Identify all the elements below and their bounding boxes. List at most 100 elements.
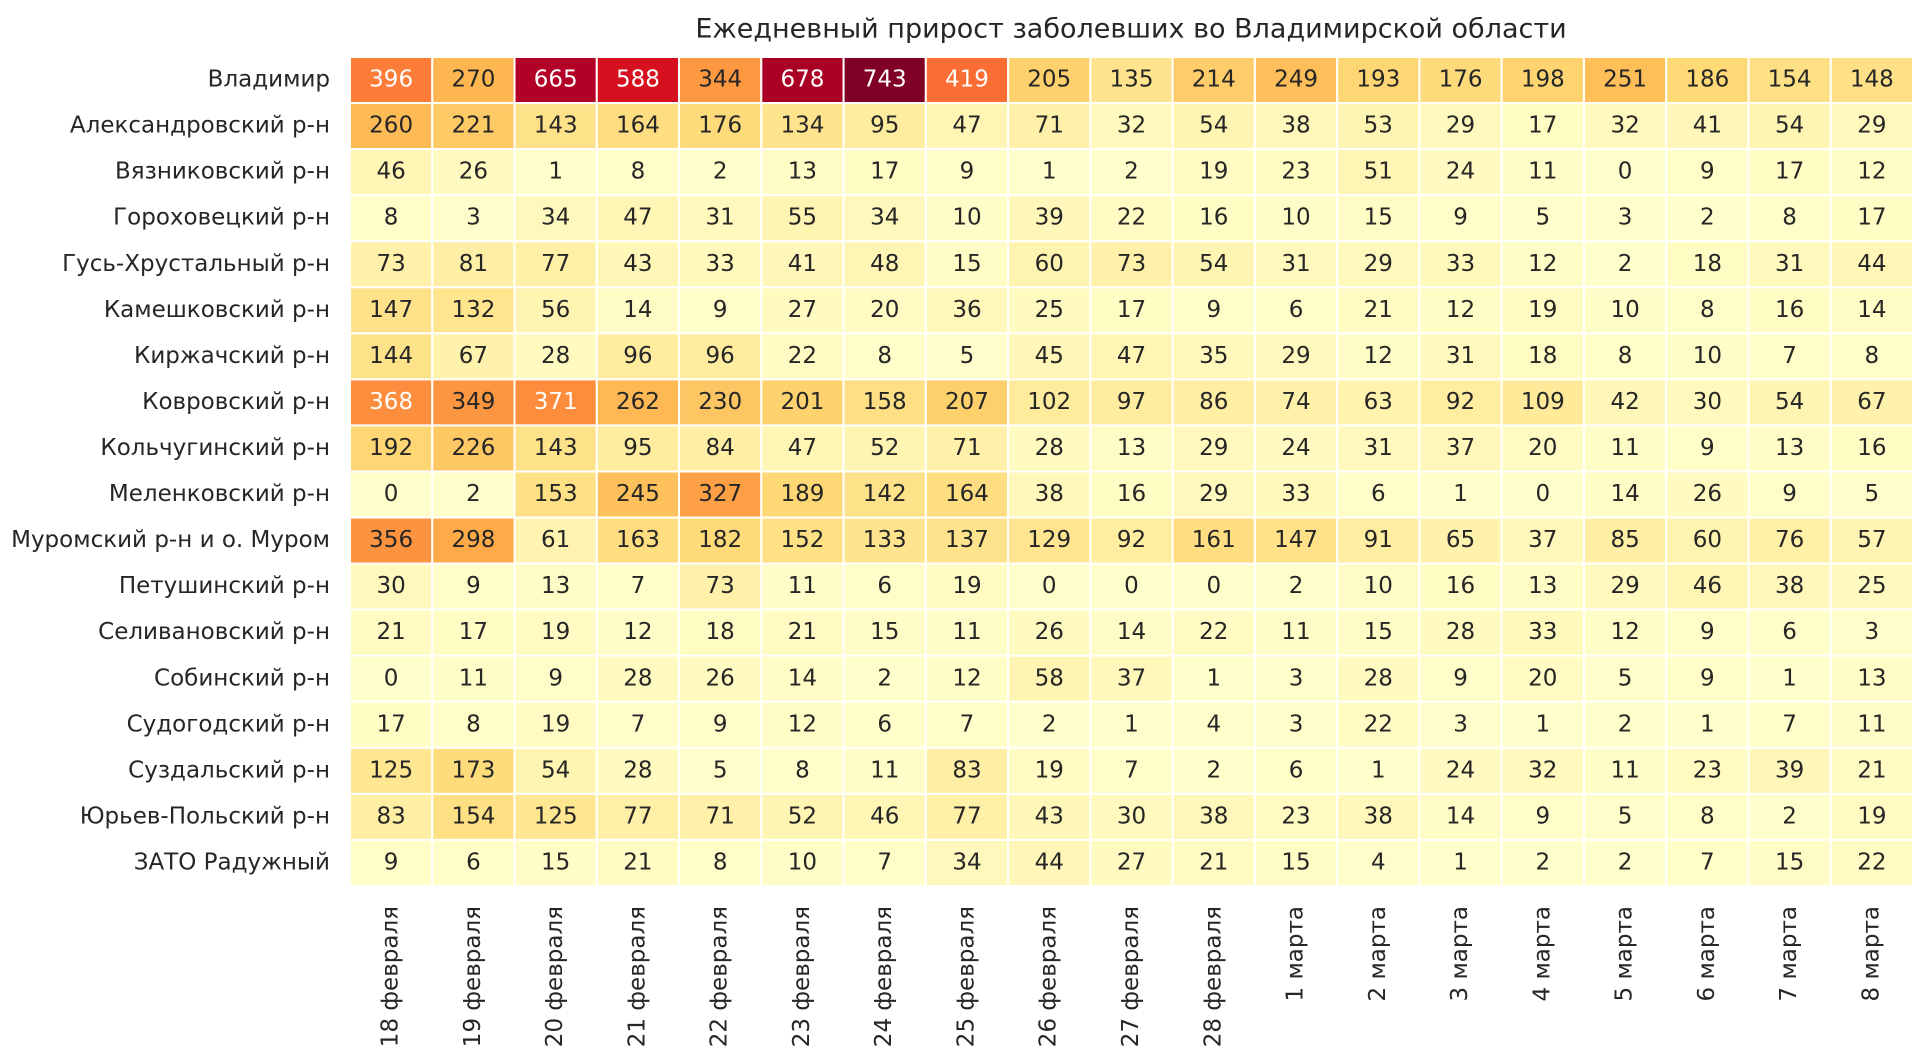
cell-label: 47 (1117, 343, 1146, 369)
heatmap-cell (1500, 378, 1585, 427)
cell-label: 245 (616, 481, 660, 507)
cell-label: 8 (631, 159, 646, 185)
cell-label: 38 (1035, 481, 1064, 507)
cell-label: 44 (1035, 849, 1064, 875)
heatmap-cell (924, 102, 1010, 151)
heatmap-cell (678, 562, 763, 611)
cell-label: 14 (1857, 297, 1886, 323)
cell-label: 71 (952, 435, 981, 461)
cell-label: 14 (788, 665, 817, 691)
heatmap-cell (431, 608, 516, 657)
cell-label: 7 (877, 849, 892, 875)
heatmap-cell (1253, 792, 1339, 841)
cell-label: 2 (1289, 573, 1304, 599)
cell-label: 368 (369, 389, 413, 415)
heatmap-cell (1336, 562, 1421, 611)
cell-label: 23 (1693, 757, 1722, 783)
cell-label: 16 (1199, 205, 1228, 231)
cell-label: 147 (369, 297, 413, 323)
y-tick-label: Киржачский р-н (134, 343, 330, 369)
heatmap-cell (1665, 286, 1750, 335)
heatmap-cell (1829, 516, 1914, 565)
heatmap-cell (1089, 838, 1174, 888)
cell-label: 32 (1528, 757, 1557, 783)
cell-label: 4 (1206, 711, 1221, 737)
cell-label: 163 (616, 527, 660, 553)
heatmap-cell (924, 148, 1010, 197)
cell-label: 2 (1206, 757, 1221, 783)
heatmap-cell (1747, 700, 1832, 749)
heatmap-cell (513, 654, 598, 703)
heatmap-cell (1253, 148, 1339, 197)
cell-label: 2 (1618, 251, 1633, 277)
y-tick-label: Юрьев-Польский р-н (80, 803, 330, 829)
cell-label: 65 (1446, 527, 1475, 553)
cell-label: 30 (376, 573, 405, 599)
heatmap-cell (595, 286, 681, 335)
cell-label: 15 (870, 619, 899, 645)
cell-label: 9 (1535, 803, 1550, 829)
cell-label: 143 (534, 435, 578, 461)
cell-label: 96 (706, 343, 735, 369)
cell-label: 51 (1364, 159, 1393, 185)
cell-label: 12 (788, 711, 817, 737)
y-tick-label: Гороховецкий р-н (113, 205, 330, 231)
heatmap-cell (842, 608, 927, 657)
y-tick-label: Судогодский р-н (127, 711, 330, 737)
heatmap-cell (1582, 148, 1668, 197)
heatmap-cell (1582, 838, 1668, 888)
cell-label: 1 (548, 159, 563, 185)
heatmap-cell (924, 608, 1010, 657)
heatmap-cell (1747, 608, 1832, 657)
heatmap-cell (431, 194, 516, 243)
cell-label: 73 (376, 251, 405, 277)
heatmap-cell (349, 102, 434, 151)
heatmap-cell (1089, 792, 1174, 841)
cell-label: 13 (1528, 573, 1557, 599)
heatmap-cell (1582, 194, 1668, 243)
heatmap-cell (1007, 378, 1092, 427)
cell-label: 12 (1857, 159, 1886, 185)
cell-label: 38 (1199, 803, 1228, 829)
heatmap-cell (1007, 562, 1092, 611)
heatmap-cell (1007, 608, 1092, 657)
heatmap-cell (678, 516, 763, 565)
cell-label: 5 (1618, 803, 1633, 829)
heatmap-cell (1418, 746, 1503, 795)
cell-label: 3 (1618, 205, 1633, 231)
cell-label: 16 (1446, 573, 1475, 599)
heatmap-cell (924, 838, 1010, 888)
cell-label: 11 (1610, 757, 1639, 783)
heatmap-cell (1829, 286, 1914, 335)
heatmap-cell (1089, 194, 1174, 243)
heatmap-cell (513, 838, 598, 888)
x-tick-label: 23 февраля (789, 906, 815, 1047)
y-tick-label: Гусь-Хрустальный р-н (62, 251, 330, 277)
cell-label: 23 (1281, 159, 1310, 185)
cell-label: 7 (1782, 711, 1797, 737)
cell-label: 1 (1535, 711, 1550, 737)
heatmap-cell (1253, 194, 1339, 243)
heatmap-cell (1007, 654, 1092, 703)
cell-label: 97 (1117, 389, 1146, 415)
cell-label: 221 (451, 113, 495, 139)
cell-label: 201 (780, 389, 824, 415)
heatmap-cell (924, 56, 1010, 105)
heatmap-cell (1829, 332, 1914, 381)
heatmap-cell (842, 286, 927, 335)
cell-label: 10 (952, 205, 981, 231)
cell-label: 16 (1775, 297, 1804, 323)
cell-label: 0 (1535, 481, 1550, 507)
heatmap-cell (1336, 654, 1421, 703)
heatmap-cell (1582, 424, 1668, 473)
cell-label: 85 (1610, 527, 1639, 553)
heatmap-cell (1418, 424, 1503, 473)
heatmap-cell (431, 332, 516, 381)
cell-label: 10 (788, 849, 817, 875)
heatmap-cell (1253, 240, 1339, 289)
cell-label: 2 (877, 665, 892, 691)
cell-label: 7 (1782, 343, 1797, 369)
heatmap-cell (1665, 516, 1750, 565)
heatmap-cell (1253, 332, 1339, 381)
heatmap-cell (924, 424, 1010, 473)
